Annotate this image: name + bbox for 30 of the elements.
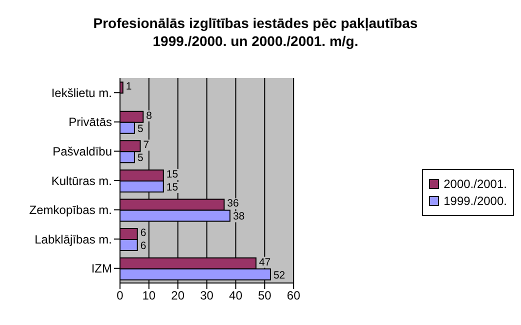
legend-label: 2000./2001. [442,177,507,191]
data-label: 5 [137,122,144,135]
data-label: 1 [126,80,132,93]
x-tick-label: 60 [286,288,301,303]
legend-label: 1999./2000. [442,194,507,208]
data-label: 52 [273,269,286,282]
x-tick-label: 10 [142,288,156,303]
x-tick-label: 40 [229,288,243,303]
x-tick-label: 20 [171,288,185,303]
data-label: 5 [137,152,144,164]
y-tick-label: Zemkopības m. [29,203,112,218]
x-tick-label: 50 [258,288,272,303]
data-label: 47 [258,256,271,268]
data-label: 6 [140,227,146,240]
data-label: 6 [140,240,146,252]
y-tick-label: Iekšlietu m. [51,86,112,100]
data-label: 7 [143,139,150,152]
y-tick-label: Privātās [68,115,112,130]
x-tick-label: 30 [200,288,214,303]
data-label: 15 [166,168,178,180]
y-tick-label: Pašvaldību [52,144,112,158]
data-label: 36 [227,198,239,210]
x-tick-label: 0 [116,288,124,303]
y-tick-label: IZM [91,262,112,276]
data-label: 8 [146,110,152,122]
chart-title: Profesionālās izglītības iestādes pēc pakļautības 1999./2000. un 2000./2001. m/g. [92,14,419,51]
data-label: 15 [166,181,178,194]
y-tick-label: Labklājības m. [34,232,112,246]
y-tick-label: Kultūras m. [51,174,112,188]
data-label: 38 [232,210,245,223]
